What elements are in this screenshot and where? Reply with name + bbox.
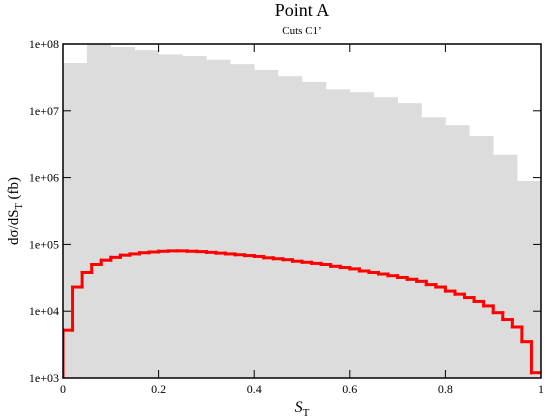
histogram-bar: [182, 56, 207, 378]
histogram-bar: [421, 117, 446, 378]
chart-title: Point A: [275, 0, 330, 20]
histogram-bar: [63, 62, 88, 378]
y-tick-label: 1e+08: [29, 37, 59, 51]
y-tick-label: 1e+05: [29, 237, 59, 251]
histogram-bar: [469, 135, 494, 378]
histogram-bar: [230, 64, 255, 378]
histogram-bar: [302, 81, 327, 378]
histogram-bar: [445, 125, 470, 378]
histogram-bar: [254, 69, 279, 378]
y-tick-label: 1e+04: [29, 304, 59, 318]
y-tick-label: 1e+07: [29, 104, 59, 118]
histogram-bar: [158, 54, 183, 378]
histogram-bar: [373, 97, 398, 378]
histogram-bar: [206, 59, 231, 378]
x-tick-label: 0.2: [151, 382, 166, 396]
x-tick-label: 0: [60, 382, 66, 396]
y-tick-label: 1e+06: [29, 171, 59, 185]
y-label-main: dσ/dS: [6, 209, 22, 245]
histogram-bar: [86, 44, 112, 378]
x-tick-label: 1: [538, 382, 544, 396]
histogram-bar: [110, 47, 135, 378]
plot-frame: [62, 43, 542, 379]
x-tick-label: 0.4: [247, 382, 262, 396]
histogram-bar: [493, 154, 518, 378]
y-axis-label: dσ/dST (fb): [6, 177, 25, 245]
histogram-bar: [134, 50, 159, 378]
x-label-main: S: [295, 399, 303, 416]
x-axis-label: ST: [295, 399, 310, 418]
chart-subtitle: Cuts C1’: [282, 25, 321, 37]
x-tick-label: 0.6: [342, 382, 357, 396]
y-label-unit: (fb): [6, 177, 22, 203]
y-tick-label: 1e+03: [29, 371, 59, 385]
histogram-bar: [325, 89, 351, 378]
x-tick-label: 0.8: [438, 382, 453, 396]
histogram-bar: [278, 76, 303, 378]
plot-area: [63, 44, 541, 378]
histogram-bar: [349, 92, 374, 378]
histogram-bar: [517, 180, 541, 378]
histogram-bar: [397, 103, 422, 378]
x-label-sub: T: [303, 407, 310, 418]
y-label-sub: T: [14, 203, 25, 209]
axes: 0 0.2 0.4 0.6 0.8 1 1e+03 1e+04 1e+05 1e+06 1e+07 1…: [29, 37, 544, 396]
